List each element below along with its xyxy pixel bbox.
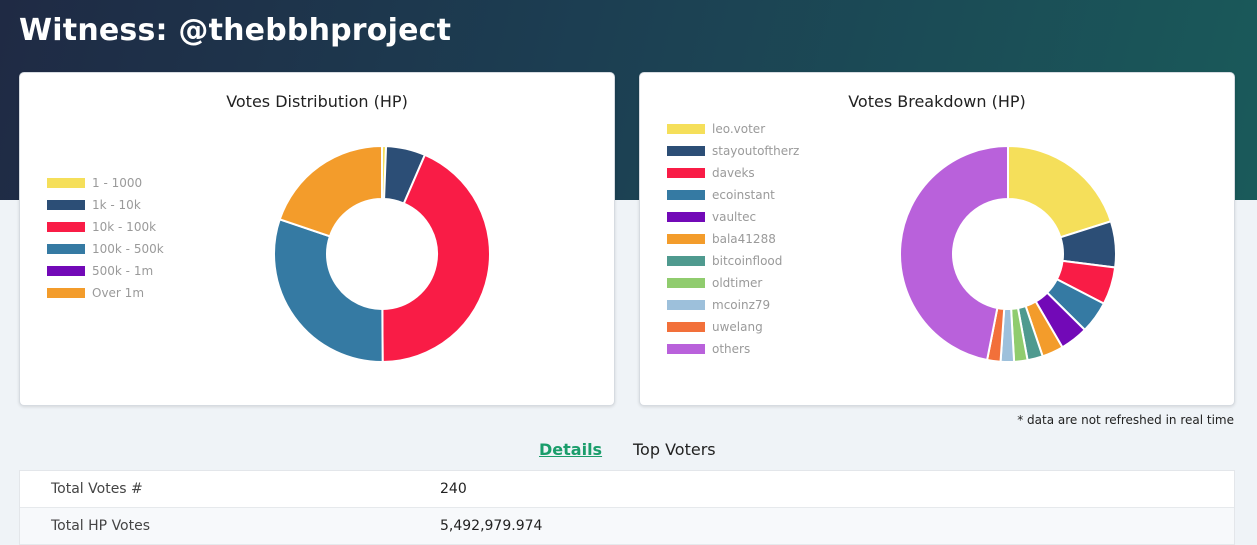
legend-swatch — [47, 266, 85, 276]
table-row: Total HP Votes 5,492,979.974 — [20, 508, 1234, 545]
legend-swatch — [667, 124, 705, 134]
total-votes-label: Total Votes # — [51, 481, 143, 497]
legend-item[interactable]: 500k - 1m — [47, 260, 164, 282]
legend-swatch — [47, 178, 85, 188]
legend-label: leo.voter — [712, 122, 766, 136]
legend-label: uwelang — [712, 320, 763, 334]
votes-breakdown-legend: leo.voter stayoutoftherz daveks ecoinsta… — [667, 118, 799, 360]
legend-item[interactable]: leo.voter — [667, 118, 799, 140]
legend-item[interactable]: others — [667, 338, 799, 360]
donut-slice-others[interactable] — [899, 144, 1009, 362]
legend-item[interactable]: bala41288 — [667, 228, 799, 250]
legend-label: Over 1m — [92, 286, 145, 300]
legend-item[interactable]: vaultec — [667, 206, 799, 228]
votes-breakdown-title: Votes Breakdown (HP) — [848, 92, 1026, 111]
total-votes-value: 240 — [440, 481, 467, 497]
legend-item[interactable]: 10k - 100k — [47, 216, 164, 238]
legend-label: daveks — [712, 166, 755, 180]
legend-label: 10k - 100k — [92, 220, 157, 234]
legend-label: 1 - 1000 — [92, 176, 143, 190]
donut-slice-100k-500k[interactable] — [273, 218, 384, 363]
legend-swatch — [667, 278, 705, 288]
donut-slice-10k-100k[interactable] — [381, 153, 491, 364]
votes-distribution-card: Votes Distribution (HP) 1 - 1000 1k - 10… — [19, 72, 615, 406]
legend-label: stayoutoftherz — [712, 144, 800, 158]
legend-swatch — [667, 300, 705, 310]
total-hp-votes-value: 5,492,979.974 — [440, 518, 543, 534]
legend-item[interactable]: 1k - 10k — [47, 194, 164, 216]
donut-slice-leo-voter[interactable] — [1007, 144, 1113, 239]
page-title: Witness: @thebbhproject — [19, 13, 452, 48]
table-row: Total Votes # 240 — [20, 471, 1234, 508]
legend-swatch — [47, 288, 85, 298]
legend-item[interactable]: uwelang — [667, 316, 799, 338]
legend-swatch — [667, 322, 705, 332]
legend-label: 100k - 500k — [92, 242, 164, 256]
legend-swatch — [667, 344, 705, 354]
legend-swatch — [667, 212, 705, 222]
footnote: * data are not refreshed in real time — [1017, 413, 1234, 427]
votes-breakdown-card: Votes Breakdown (HP) leo.voter stayoutof… — [639, 72, 1235, 406]
legend-item[interactable]: Over 1m — [47, 282, 164, 304]
legend-label: bitcoinflood — [712, 254, 783, 268]
legend-label: 1k - 10k — [92, 198, 141, 212]
votes-distribution-legend: 1 - 1000 1k - 10k 10k - 100k 100k - 500k… — [47, 172, 164, 304]
legend-swatch — [47, 222, 85, 232]
legend-swatch — [667, 256, 705, 266]
legend-item[interactable]: stayoutoftherz — [667, 140, 799, 162]
legend-item[interactable]: 100k - 500k — [47, 238, 164, 260]
legend-label: mcoinz79 — [712, 298, 771, 312]
legend-label: others — [712, 342, 751, 356]
legend-swatch — [47, 200, 85, 210]
legend-swatch — [667, 146, 705, 156]
donut-slice-over-1m[interactable] — [278, 144, 383, 238]
legend-item[interactable]: bitcoinflood — [667, 250, 799, 272]
legend-item[interactable]: mcoinz79 — [667, 294, 799, 316]
legend-item[interactable]: daveks — [667, 162, 799, 184]
legend-label: 500k - 1m — [92, 264, 154, 278]
tab-details[interactable]: Details — [539, 440, 603, 459]
votes-distribution-donut — [273, 144, 491, 364]
legend-label: vaultec — [712, 210, 757, 224]
legend-label: ecoinstant — [712, 188, 775, 202]
legend-item[interactable]: ecoinstant — [667, 184, 799, 206]
legend-swatch — [47, 244, 85, 254]
legend-label: bala41288 — [712, 232, 776, 246]
total-hp-votes-label: Total HP Votes — [51, 518, 151, 534]
votes-breakdown-donut — [899, 144, 1117, 363]
legend-swatch — [667, 190, 705, 200]
legend-item[interactable]: oldtimer — [667, 272, 799, 294]
tab-top-voters[interactable]: Top Voters — [633, 440, 716, 459]
votes-distribution-title: Votes Distribution (HP) — [226, 92, 408, 111]
legend-item[interactable]: 1 - 1000 — [47, 172, 164, 194]
legend-swatch — [667, 168, 705, 178]
legend-swatch — [667, 234, 705, 244]
tab-bar: Details Top Voters — [0, 440, 1257, 462]
details-table: Total Votes # 240 Total HP Votes 5,492,9… — [19, 470, 1235, 545]
legend-label: oldtimer — [712, 276, 763, 290]
